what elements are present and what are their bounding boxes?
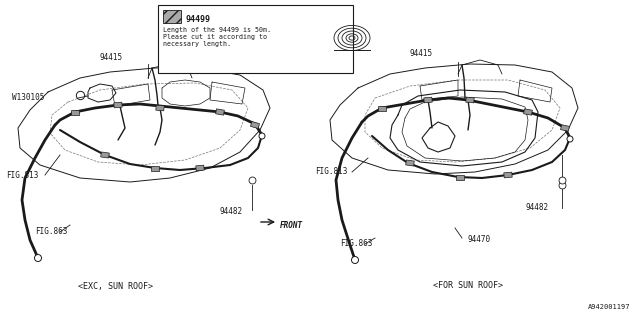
Bar bbox=[114, 102, 122, 108]
Text: FIG.813: FIG.813 bbox=[6, 171, 38, 180]
Text: FIG.863: FIG.863 bbox=[340, 239, 372, 249]
Bar bbox=[163, 10, 181, 23]
Circle shape bbox=[351, 257, 358, 263]
Circle shape bbox=[35, 254, 42, 261]
Bar bbox=[250, 122, 259, 128]
Text: 94499: 94499 bbox=[186, 15, 211, 24]
Text: Length of the 94499 is 50m.
Please cut it according to
necessary length.: Length of the 94499 is 50m. Please cut i… bbox=[163, 27, 271, 47]
Bar bbox=[456, 174, 464, 180]
Text: FIG.813: FIG.813 bbox=[315, 167, 348, 177]
Bar bbox=[406, 160, 414, 166]
Bar bbox=[216, 109, 225, 115]
Text: 94482: 94482 bbox=[525, 204, 548, 212]
Bar bbox=[196, 165, 204, 171]
Text: <FOR SUN ROOF>: <FOR SUN ROOF> bbox=[433, 282, 503, 291]
Bar bbox=[151, 165, 159, 171]
Text: <EXC, SUN ROOF>: <EXC, SUN ROOF> bbox=[77, 282, 152, 291]
Text: W130105: W130105 bbox=[12, 93, 44, 102]
Text: A942001197: A942001197 bbox=[588, 304, 630, 310]
Bar bbox=[466, 97, 474, 103]
Text: 94415: 94415 bbox=[100, 52, 123, 61]
Bar bbox=[504, 172, 512, 178]
Bar bbox=[156, 105, 164, 111]
Text: 94482: 94482 bbox=[220, 207, 243, 217]
Text: 94470: 94470 bbox=[468, 236, 491, 244]
Text: FRONT: FRONT bbox=[280, 220, 303, 229]
Bar bbox=[424, 97, 432, 103]
Bar bbox=[524, 109, 532, 115]
Bar bbox=[561, 125, 570, 131]
Text: 94415: 94415 bbox=[410, 50, 433, 59]
Bar bbox=[100, 152, 109, 158]
Circle shape bbox=[567, 136, 573, 142]
Bar bbox=[71, 109, 79, 115]
Text: FIG.863: FIG.863 bbox=[35, 228, 67, 236]
Circle shape bbox=[259, 133, 265, 139]
Bar bbox=[158, 5, 353, 73]
Bar bbox=[378, 106, 386, 110]
